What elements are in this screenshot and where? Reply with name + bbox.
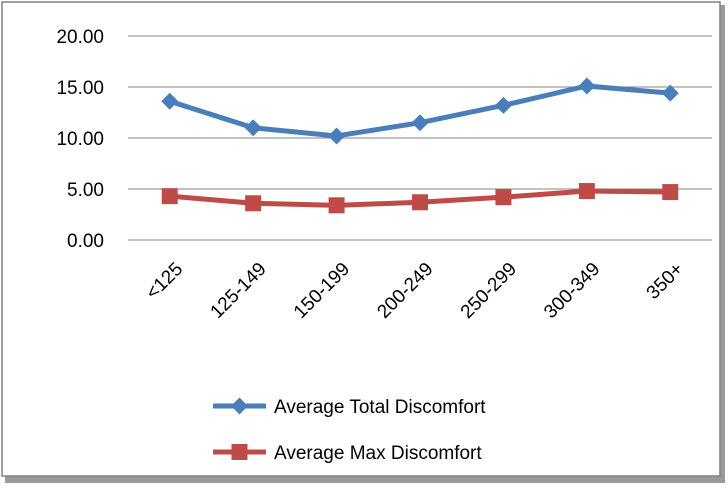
legend-label: Average Max Discomfort (274, 443, 482, 464)
data-point-square (578, 183, 595, 200)
series-lines (161, 77, 679, 214)
data-point-square (662, 184, 679, 201)
data-point-diamond (494, 96, 512, 114)
legend-marker-diamond (231, 397, 248, 415)
data-point-diamond (661, 84, 679, 102)
data-point-diamond (578, 77, 596, 95)
legend-label: Average Total Discomfort (274, 397, 486, 418)
data-point-square (495, 189, 512, 206)
data-point-diamond (161, 92, 179, 110)
y-axis-tick-labels: 0.00 5.00 10.00 15.00 20.00 (56, 27, 104, 252)
y-tick-label: 15.00 (56, 78, 104, 99)
data-point-square (161, 188, 178, 205)
data-point-square (328, 197, 345, 214)
y-tick-label: 5.00 (67, 180, 104, 201)
legend: Average Total Discomfort Average Max Disc… (213, 397, 486, 464)
data-point-diamond (244, 119, 262, 137)
data-point-diamond (328, 127, 346, 145)
y-tick-label: 20.00 (56, 27, 104, 48)
y-tick-label: 10.00 (56, 129, 104, 150)
chart-border (1, 1, 721, 477)
data-point-diamond (411, 114, 429, 132)
legend-marker-square (231, 444, 248, 460)
y-tick-label: 0.00 (67, 231, 104, 252)
data-point-square (245, 195, 262, 212)
data-point-square (412, 194, 428, 211)
